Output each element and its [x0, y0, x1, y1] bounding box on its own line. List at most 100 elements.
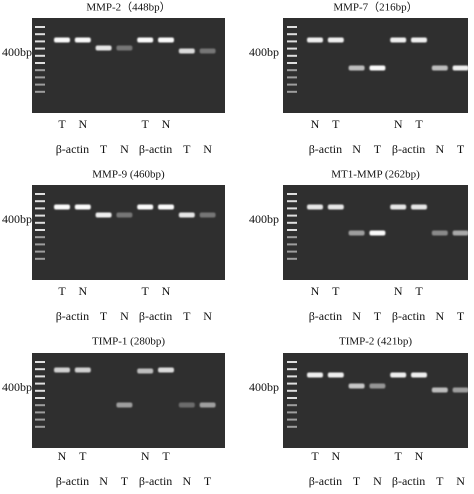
- band: [431, 387, 448, 393]
- ladder-band: [35, 221, 45, 224]
- ladder-band: [35, 257, 45, 260]
- band: [199, 48, 216, 54]
- ladder-band: [35, 229, 45, 231]
- band: [369, 383, 386, 389]
- band: [199, 212, 216, 218]
- ladder-band: [287, 411, 297, 414]
- lane-label: T: [183, 309, 191, 323]
- band: [178, 402, 195, 408]
- ladder-band: [287, 62, 297, 64]
- band: [369, 65, 386, 71]
- ladder-band: [35, 236, 45, 239]
- ladder-band: [287, 368, 297, 371]
- band: [54, 37, 70, 43]
- band: [411, 204, 427, 210]
- lane-label: N: [162, 284, 171, 298]
- lane-label: β-actin: [392, 309, 425, 323]
- gel-shade: [32, 18, 225, 113]
- ladder-band: [287, 418, 297, 421]
- ladder-band: [35, 69, 45, 72]
- ladder-band: [287, 54, 297, 57]
- lane-label: N: [373, 474, 382, 488]
- band: [137, 368, 154, 374]
- lane-label: T: [332, 284, 340, 298]
- lane-label: N: [311, 284, 320, 298]
- ladder-band: [287, 200, 297, 203]
- panel-title: TIMP-2 (421bp): [339, 336, 412, 348]
- panel-title: MMP-2（448bp）: [86, 1, 170, 14]
- ladder-band: [287, 33, 297, 36]
- lane-label: β-actin: [392, 474, 425, 488]
- marker-label: 400bp: [2, 212, 32, 226]
- ladder-band: [287, 83, 297, 86]
- ladder-band: [35, 193, 45, 195]
- lane-label: β-actin: [309, 309, 342, 323]
- band: [452, 230, 469, 236]
- ladder-band: [35, 90, 45, 93]
- gel: [32, 18, 225, 113]
- ladder-band: [35, 411, 45, 414]
- ladder-band: [287, 207, 297, 210]
- ladder-band: [287, 221, 297, 224]
- lane-label: N: [394, 284, 403, 298]
- band: [327, 372, 344, 378]
- lane-label: T: [142, 284, 150, 298]
- lane-label: T: [457, 142, 465, 156]
- band: [348, 383, 365, 389]
- ladder-band: [287, 425, 297, 428]
- lane-label: N: [435, 309, 444, 323]
- band: [178, 48, 195, 54]
- lane-label: N: [141, 449, 150, 463]
- lane-label: T: [121, 474, 129, 488]
- marker-label: 400bp: [2, 45, 32, 59]
- band: [199, 402, 216, 408]
- band: [95, 45, 112, 51]
- lane-label: N: [352, 309, 361, 323]
- ladder-band: [35, 40, 45, 43]
- gel: [283, 353, 468, 448]
- lane-label: N: [78, 117, 87, 131]
- band: [137, 37, 154, 43]
- lane-label: β-actin: [56, 474, 89, 488]
- ladder-band: [287, 229, 297, 231]
- lane-label: N: [394, 117, 403, 131]
- band: [431, 230, 448, 236]
- lane-label: T: [415, 117, 423, 131]
- marker-label: 400bp: [249, 380, 279, 394]
- band: [137, 204, 154, 210]
- ladder-band: [35, 382, 45, 385]
- ladder-band: [35, 26, 45, 28]
- band: [158, 367, 174, 373]
- ladder-band: [287, 375, 297, 378]
- lane-label: β-actin: [392, 142, 425, 156]
- ladder-band: [35, 404, 45, 407]
- band: [452, 65, 469, 71]
- lane-label: T: [162, 449, 170, 463]
- lane-label: T: [332, 117, 340, 131]
- band: [116, 45, 133, 51]
- ladder-band: [287, 243, 297, 246]
- ladder-band: [287, 193, 297, 195]
- lane-label: N: [456, 474, 465, 488]
- gel-shade: [32, 185, 225, 280]
- band: [158, 37, 174, 43]
- ladder-band: [287, 382, 297, 385]
- ladder-band: [35, 200, 45, 203]
- ladder-band: [35, 76, 45, 79]
- gel: [32, 185, 225, 280]
- band: [452, 387, 469, 393]
- ladder-band: [35, 243, 45, 246]
- lane-label: N: [311, 117, 320, 131]
- band: [54, 367, 70, 373]
- ladder-band: [35, 368, 45, 371]
- band: [348, 230, 365, 236]
- lane-label: N: [58, 449, 67, 463]
- band: [327, 204, 344, 210]
- lane-label: N: [203, 142, 212, 156]
- lane-label: N: [162, 117, 171, 131]
- gel-shade: [283, 353, 468, 448]
- lane-label: N: [182, 474, 191, 488]
- band: [348, 65, 365, 71]
- lane-label: β-actin: [139, 474, 172, 488]
